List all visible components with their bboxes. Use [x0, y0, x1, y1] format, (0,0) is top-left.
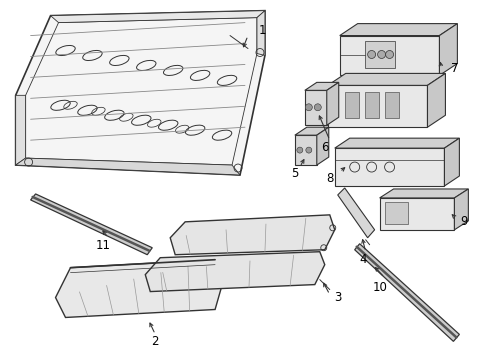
- Text: 2: 2: [151, 335, 159, 348]
- Polygon shape: [31, 194, 152, 255]
- Circle shape: [314, 104, 321, 111]
- Polygon shape: [327, 85, 427, 127]
- Circle shape: [305, 104, 312, 111]
- Polygon shape: [339, 24, 456, 36]
- Circle shape: [385, 50, 393, 58]
- Polygon shape: [384, 202, 407, 224]
- Polygon shape: [384, 92, 398, 118]
- Text: 11: 11: [96, 239, 111, 252]
- Polygon shape: [379, 189, 468, 198]
- Polygon shape: [294, 135, 316, 165]
- Polygon shape: [170, 215, 334, 255]
- Polygon shape: [294, 127, 328, 135]
- Polygon shape: [25, 18, 256, 165]
- Polygon shape: [304, 82, 338, 90]
- Polygon shape: [344, 92, 358, 118]
- Polygon shape: [256, 11, 264, 55]
- Circle shape: [377, 50, 385, 58]
- Text: 1: 1: [258, 24, 265, 37]
- Polygon shape: [453, 189, 468, 230]
- Polygon shape: [16, 95, 25, 165]
- Polygon shape: [16, 158, 240, 175]
- Circle shape: [305, 147, 311, 153]
- Polygon shape: [364, 41, 394, 68]
- Polygon shape: [326, 82, 338, 125]
- Polygon shape: [379, 198, 453, 230]
- Text: 6: 6: [320, 141, 328, 154]
- Polygon shape: [327, 73, 445, 85]
- Text: 4: 4: [358, 253, 366, 266]
- Text: 9: 9: [460, 215, 467, 228]
- Circle shape: [367, 50, 375, 58]
- Polygon shape: [364, 92, 378, 118]
- Polygon shape: [334, 138, 458, 148]
- Polygon shape: [56, 260, 224, 318]
- Polygon shape: [16, 11, 264, 175]
- Polygon shape: [444, 138, 458, 186]
- Polygon shape: [427, 73, 445, 127]
- Circle shape: [296, 147, 302, 153]
- Text: 3: 3: [333, 291, 341, 304]
- Polygon shape: [145, 252, 324, 292]
- Text: 7: 7: [450, 62, 457, 75]
- Polygon shape: [304, 90, 326, 125]
- Polygon shape: [334, 148, 444, 186]
- Polygon shape: [354, 244, 458, 341]
- Polygon shape: [339, 36, 439, 75]
- Text: 10: 10: [371, 281, 386, 294]
- Polygon shape: [439, 24, 456, 75]
- Polygon shape: [316, 127, 328, 165]
- Polygon shape: [50, 11, 264, 23]
- Text: 8: 8: [325, 171, 333, 185]
- Text: 5: 5: [290, 167, 298, 180]
- Polygon shape: [337, 188, 374, 238]
